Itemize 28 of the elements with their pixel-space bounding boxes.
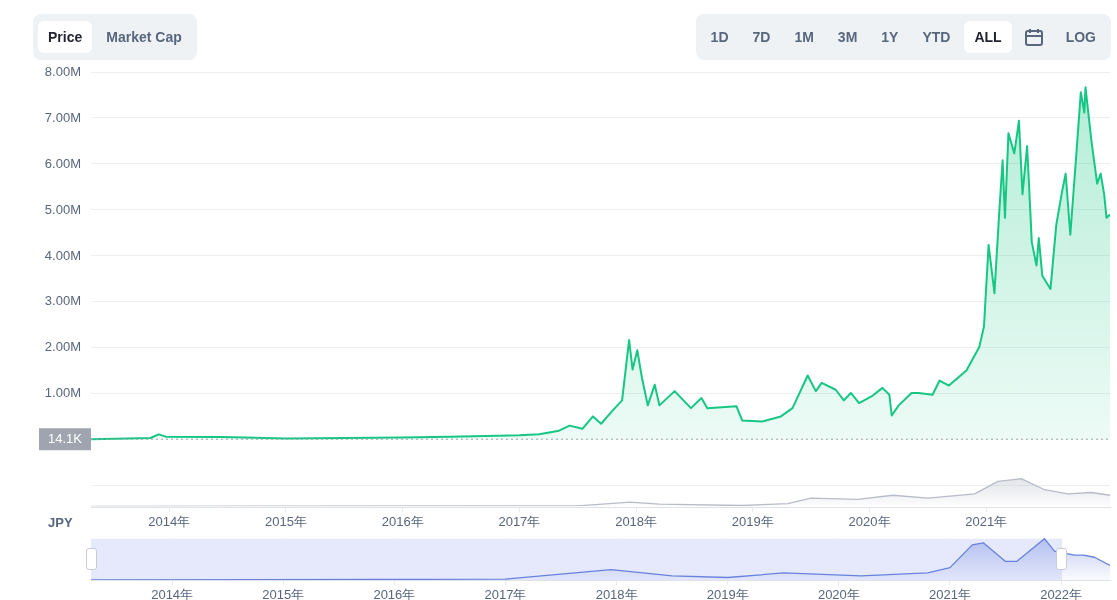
y-tick-label: 1.00M [44,385,81,401]
x-tick-label: 2016年 [381,514,424,530]
y-tick-label: 4.00M [44,247,81,263]
text: Price [38,21,93,53]
x-tick-label: 2018年 [615,514,658,530]
text: 3M [836,28,859,47]
x-tick-label: 2020年 [848,514,891,530]
text: 1D [709,28,730,47]
y-tick-label: 6.00M [44,155,81,171]
text: 1Y [880,28,900,47]
ref-line-label: 14.1K [48,430,83,446]
text: Market Cap [105,28,183,47]
y-tick-label: 2.00M [44,339,81,355]
x-tick-label: 2014年 [148,514,191,530]
text: 7D [751,28,772,47]
text: 1M [793,28,815,47]
x-tick-label: 2015年 [264,514,307,530]
y-tick-label: 5.00M [44,201,81,217]
text: LOG [1064,28,1097,47]
y-axis-title: JPY [48,515,73,530]
text: YTD [921,28,952,47]
text: ALL [964,21,1012,53]
x-tick-label: 2019年 [731,514,774,530]
y-tick-label: 8.00M [44,63,81,79]
x-tick-label: 2021年 [965,514,1008,530]
y-tick-label: 7.00M [44,109,81,125]
x-tick-label: 2017年 [498,514,541,530]
y-tick-label: 3.00M [44,293,81,309]
